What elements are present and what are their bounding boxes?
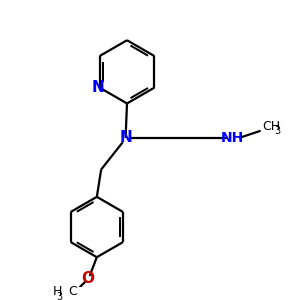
Text: N: N bbox=[119, 130, 132, 146]
Text: NH: NH bbox=[220, 131, 244, 145]
Text: H: H bbox=[53, 285, 62, 298]
Text: 3: 3 bbox=[274, 126, 280, 136]
Text: N: N bbox=[92, 80, 105, 95]
Text: C: C bbox=[68, 285, 77, 298]
Text: CH: CH bbox=[262, 120, 280, 133]
Text: 3: 3 bbox=[56, 292, 62, 300]
Text: O: O bbox=[82, 271, 95, 286]
